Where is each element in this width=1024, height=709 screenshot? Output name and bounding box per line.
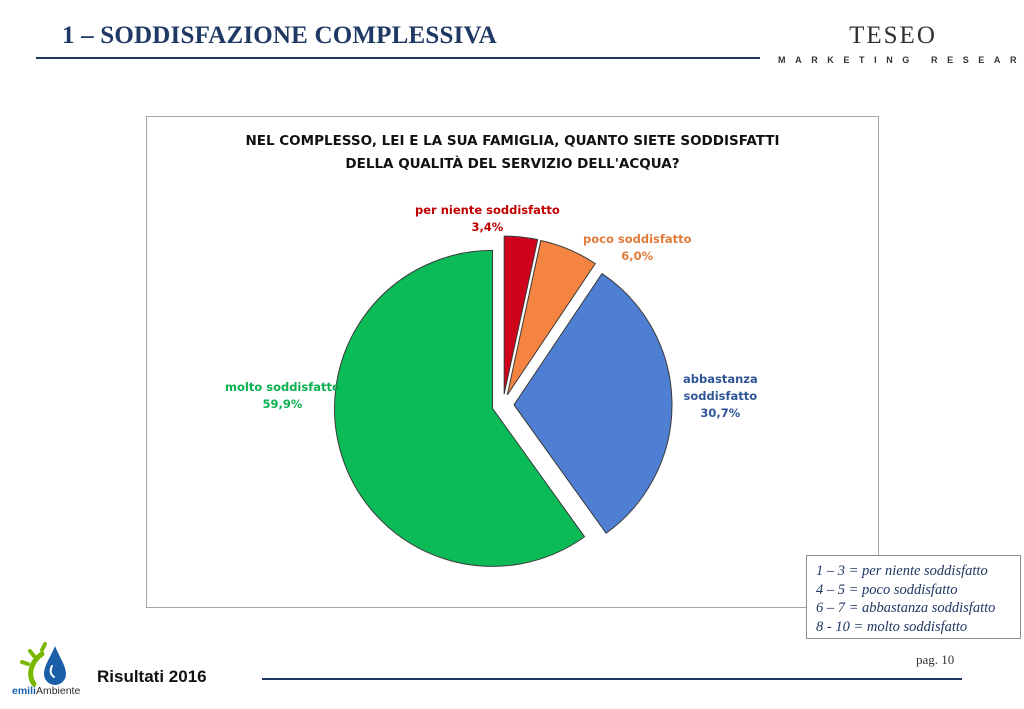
wordmark-part-b: Ambiente [35,685,81,697]
emiliambiente-wordmark: emiliAmbiente [12,685,80,697]
score-legend: 1 – 3 = per niente soddisfatto 4 – 5 = p… [806,555,1021,639]
slice-label-text: abbastanza [683,372,758,386]
slice-molto [334,249,586,567]
brand-tagline: MARKETING RESEARCH [778,55,1024,65]
slice-label-text: soddisfatto [683,389,758,403]
slice-poco [506,239,596,396]
slice-per-niente [503,235,539,395]
chart-title-line2: DELLA QUALITÀ DEL SERVIZIO DELL'ACQUA? [345,156,680,172]
slice-label-text: per niente soddisfatto [415,203,560,217]
title-divider [36,57,760,59]
pie-chart [334,235,673,567]
wordmark-part-a: emili [12,685,36,697]
slice-label-text: poco soddisfatto [583,232,692,246]
footer-divider [262,678,962,680]
chart-title-line1: NEL COMPLESSO, LEI E LA SUA FAMIGLIA, QU… [245,133,780,149]
slice-label-poco: poco soddisfatto 6,0% [583,231,692,265]
page-number: pag. 10 [916,652,955,667]
legend-item: 4 – 5 = poco soddisfatto [816,581,958,598]
teseo-logo: TESEO MARKETING RESEARCH [778,22,1024,65]
chart-frame: NEL COMPLESSO, LEI E LA SUA FAMIGLIA, QU… [146,116,879,608]
page-title: 1 – SODDISFAZIONE COMPLESSIVA [62,22,497,49]
slice-label-per-niente: per niente soddisfatto 3,4% [415,202,560,236]
slice-abbastanza [513,272,673,534]
slice-label-molto: molto soddisfatto 59,9% [225,379,340,413]
brand-name: TESEO [849,22,937,49]
slice-value-label: 3,4% [471,220,504,234]
legend-item: 8 - 10 = molto soddisfatto [816,618,968,635]
legend-item: 6 – 7 = abbastanza soddisfatto [816,600,996,616]
slice-label-text: molto soddisfatto [225,380,340,394]
slice-label-abbastanza: abbastanza soddisfatto 30,7% [683,371,758,422]
slice-value-label: 30,7% [700,406,741,420]
slice-value-label: 59,9% [262,397,303,411]
slice-value-label: 6,0% [621,249,654,263]
results-label: Risultati 2016 [97,667,207,686]
legend-item: 1 – 3 = per niente soddisfatto [816,563,988,579]
emiliambiente-logo [20,642,66,687]
